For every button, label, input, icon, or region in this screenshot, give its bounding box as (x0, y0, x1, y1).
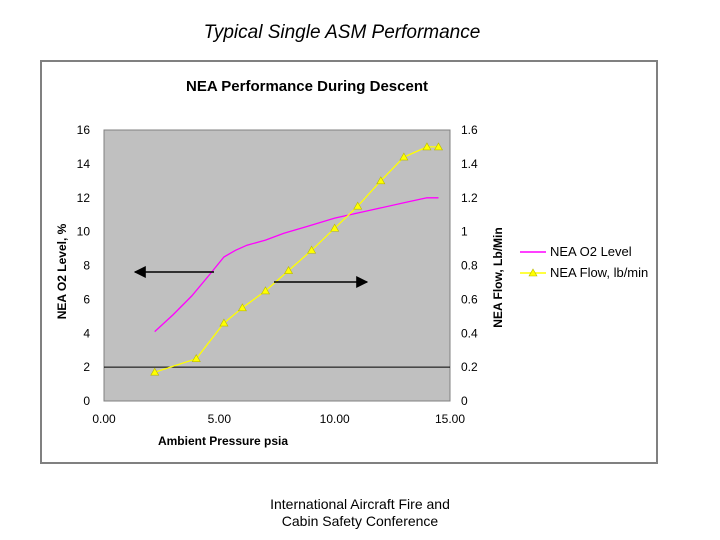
series-point (433, 142, 443, 151)
y2-tick-label: 0.2 (461, 360, 478, 374)
y2-axis-title: NEA Flow, Lb/Min (491, 227, 505, 327)
chart-title: NEA Performance During Descent (186, 78, 428, 95)
series-point (260, 286, 270, 295)
legend-label-1: NEA O2 Level (550, 244, 632, 259)
series-point (307, 245, 317, 254)
slide-title: Typical Single ASM Performance (203, 22, 481, 43)
series-point (422, 142, 432, 151)
series-point (330, 223, 340, 232)
series-point (284, 265, 294, 274)
footer-line-1: International Aircraft Fire and (270, 496, 450, 512)
legend-marker (528, 268, 538, 277)
y2-tick-label: 1.2 (461, 191, 478, 205)
series-point (237, 303, 247, 312)
series-point (219, 318, 229, 327)
y-tick-label: 0 (83, 394, 90, 408)
y-tick-label: 2 (83, 360, 90, 374)
series-point (399, 152, 409, 161)
x-axis-title: Ambient Pressure psia (158, 434, 288, 448)
y-tick-label: 8 (83, 259, 90, 273)
chart-frame: NEA Performance During Descent 0 2 4 6 8 10 12 1… (40, 60, 658, 464)
series-point (191, 354, 201, 362)
legend-label-2: NEA Flow, lb/min (550, 265, 648, 280)
plot-area (103, 129, 451, 402)
x-tick-label: 5.00 (208, 412, 232, 426)
footer: International Aircraft Fire and Cabin Sa… (220, 496, 500, 530)
y-axis-title: NEA O2 Level, % (55, 223, 69, 319)
y2-tick-label: 0.8 (461, 259, 478, 273)
series-line-1 (154, 197, 439, 333)
series-point (150, 367, 160, 376)
y-tick-label: 6 (83, 292, 90, 306)
series-point (353, 201, 363, 210)
series-point (376, 176, 386, 185)
y2-tick-label: 1.4 (461, 157, 478, 171)
chart-canvas: NEA Performance During Descent0246810121… (55, 78, 648, 448)
footer-line-2: Cabin Safety Conference (281, 513, 439, 529)
x-tick-label: 10.00 (320, 412, 350, 426)
y2-tick-label: 1 (461, 225, 468, 239)
y-tick-label: 4 (83, 326, 90, 340)
y2-tick-label: 0.4 (461, 326, 478, 340)
y-tick-label: 12 (77, 191, 91, 205)
x-tick-label: 15.00 (435, 412, 465, 426)
x-tick-label: 0.00 (92, 412, 116, 426)
y-tick-label: 16 (77, 123, 91, 137)
y2-tick-label: 1.6 (461, 123, 478, 137)
y-tick-label: 14 (77, 157, 91, 171)
y-tick-label: 10 (77, 225, 91, 239)
y2-tick-label: 0.6 (461, 292, 478, 306)
y2-tick-label: 0 (461, 394, 468, 408)
